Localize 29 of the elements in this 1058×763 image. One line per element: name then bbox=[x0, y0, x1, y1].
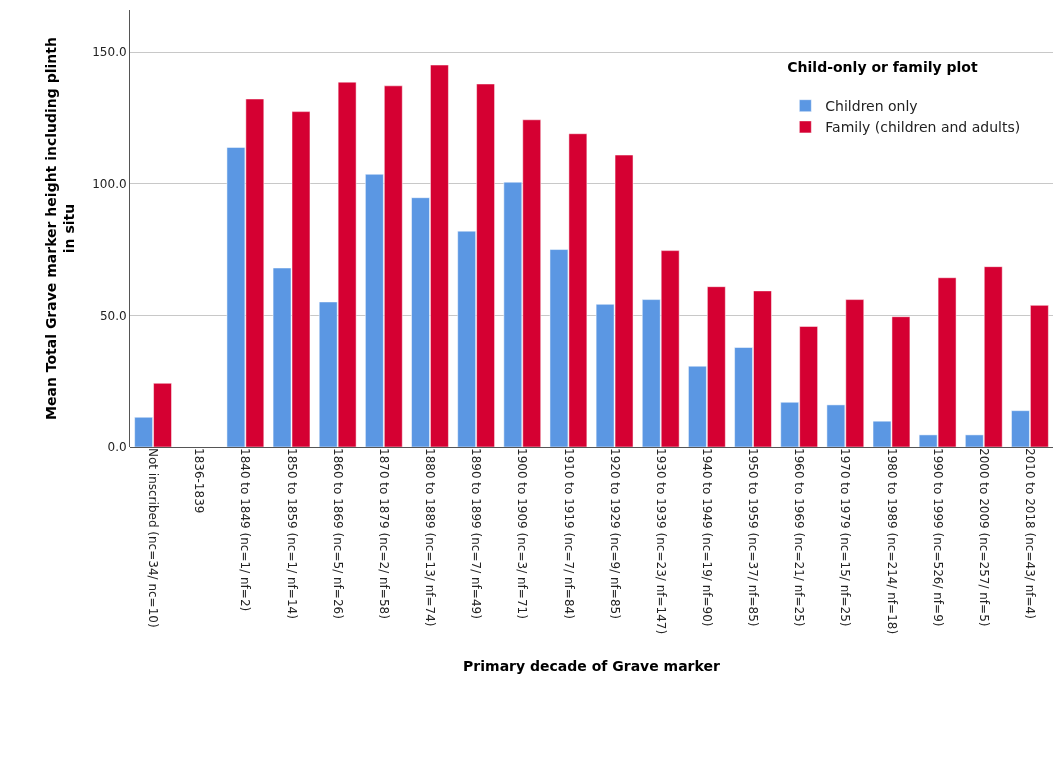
x-tick-label: 2010 to 2018 (nc=43/ nf=4) bbox=[1023, 448, 1038, 619]
x-tick-label: 1836-1839 bbox=[192, 448, 207, 514]
x-tick-label: 1940 to 1949 (nc=19/ nf=90) bbox=[699, 448, 714, 627]
x-tick-label: 1930 to 1939 (nc=23/ nf=147) bbox=[653, 448, 668, 635]
y-tick-label: 100.0 bbox=[92, 176, 127, 191]
x-tick-label: 1890 to 1899 (nc=7/ nf=49) bbox=[469, 448, 484, 619]
x-tick-label: Not inscribed (nc=34/ nc=10) bbox=[146, 448, 161, 628]
legend-label: Children only bbox=[825, 98, 918, 115]
x-axis-title: Primary decade of Grave marker bbox=[463, 658, 720, 675]
x-tick-label: 1900 to 1909 (nc=3/ nf=71) bbox=[515, 448, 530, 619]
x-tick-label: 1970 to 1979 (nc=15/ nf=25) bbox=[838, 448, 853, 627]
x-tick-label: 1920 to 1929 (nc=9/ nf=85) bbox=[607, 448, 622, 619]
y-tick-label: 50.0 bbox=[99, 308, 127, 323]
y-axis-title: Mean Total Grave marker height including plinth in situ bbox=[42, 37, 77, 420]
x-tick-label: 1990 to 1999 (nc=526/ nf=9) bbox=[930, 448, 945, 627]
x-tick-label: 1860 to 1869 (nc=5/ nf=26) bbox=[330, 448, 345, 619]
legend-label: Family (children and adults) bbox=[825, 119, 1021, 136]
x-tick-label: 1910 to 1919 (nc=7/ nf=84) bbox=[561, 448, 576, 619]
x-tick-label: 1950 to 1959 (nc=37/ nf=85) bbox=[746, 448, 761, 627]
x-tick-label: 1980 to 1989 (nc=214/ nf=18) bbox=[884, 448, 899, 635]
y-tick-label: 0.0 bbox=[107, 440, 127, 455]
y-tick-label: 150.0 bbox=[92, 45, 127, 60]
x-tick-label: 1960 to 1969 (nc=21/ nf=25) bbox=[792, 448, 807, 627]
x-tick-label: 1840 to 1849 (nc=1/ nf=2) bbox=[238, 448, 253, 612]
legend-title: Child-only or family plot bbox=[787, 58, 978, 75]
x-tick-label: 2000 to 2009 (nc=257/ nf=5) bbox=[976, 448, 991, 627]
x-tick-label: 1870 to 1879 (nc=2/ nf=58) bbox=[376, 448, 391, 619]
x-tick-label: 1850 to 1859 (nc=1/ nf=14) bbox=[284, 448, 299, 619]
x-tick-label: 1880 to 1889 (nc=13/ nf=74) bbox=[423, 448, 438, 627]
